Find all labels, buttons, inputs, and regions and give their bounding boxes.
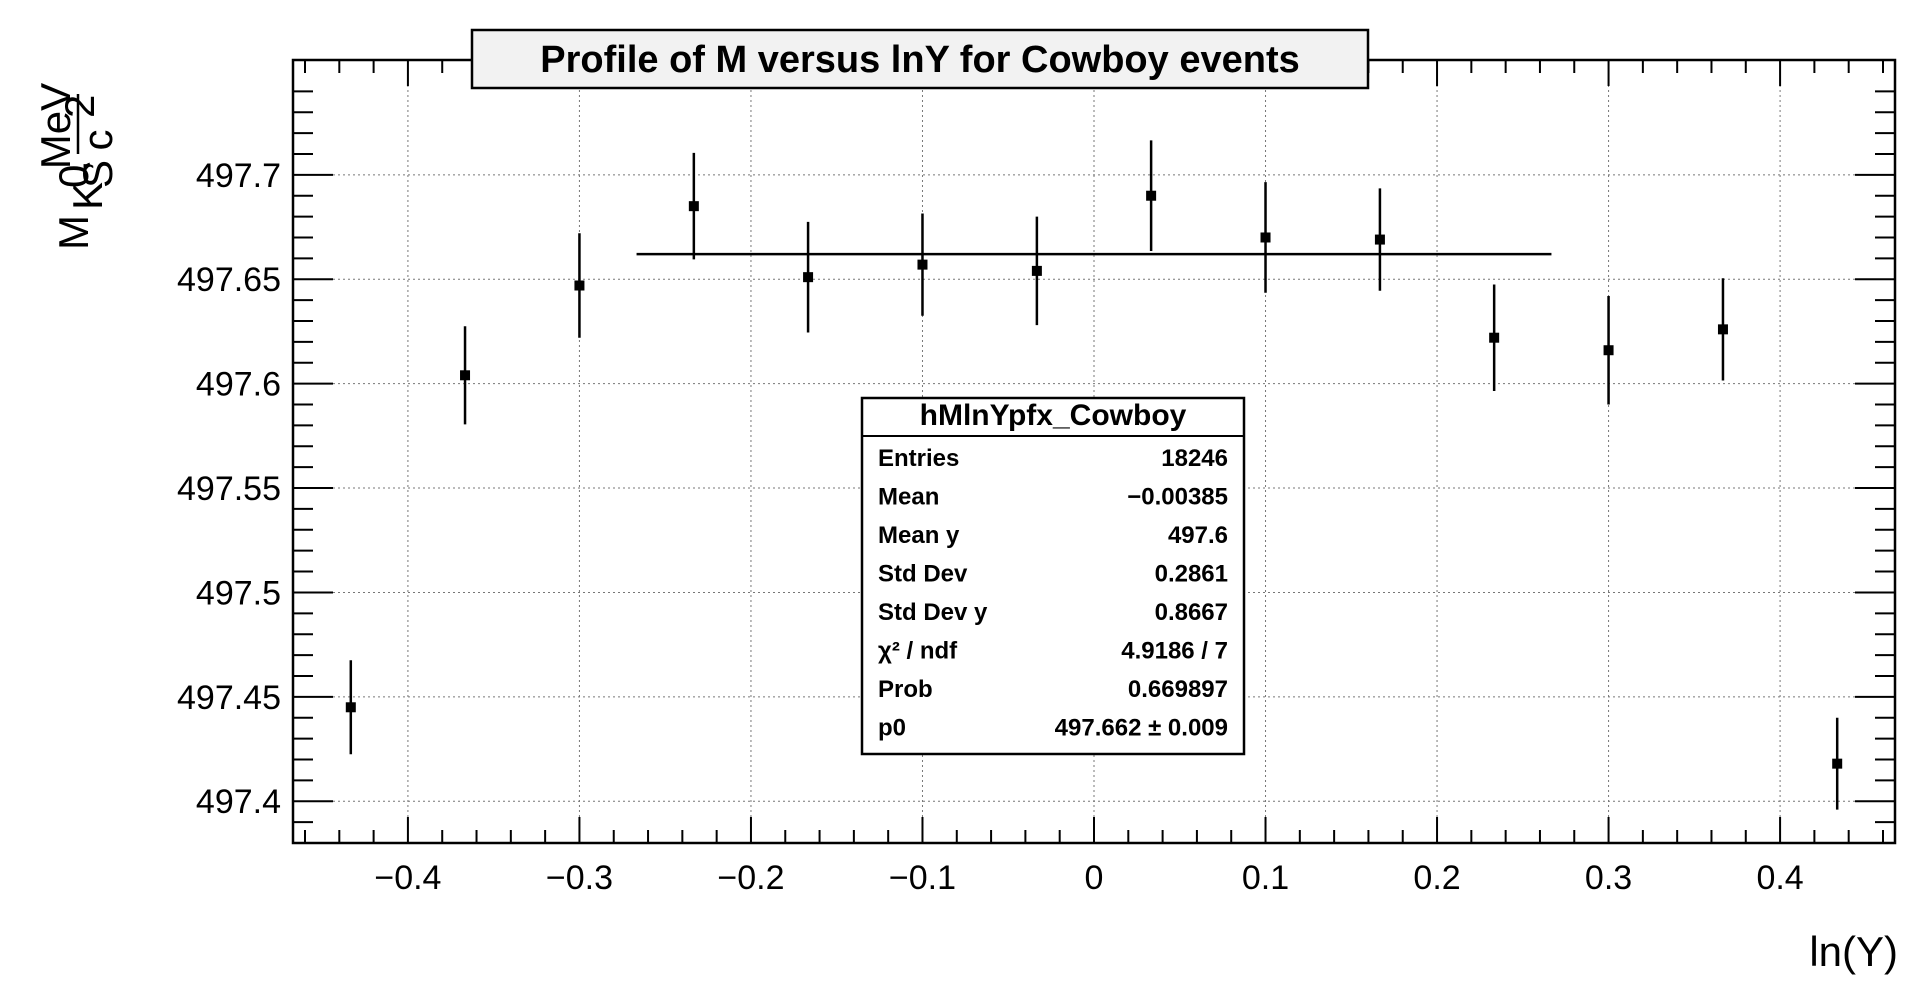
y-tick-label: 497.5 bbox=[196, 574, 281, 612]
stats-row-value: 0.669897 bbox=[1128, 676, 1228, 703]
point-marker bbox=[1031, 265, 1042, 276]
x-tick-label: 0.3 bbox=[1585, 859, 1632, 897]
stats-row-label: Std Dev bbox=[878, 561, 968, 588]
y-tick-label: 497.4 bbox=[196, 783, 281, 821]
point-marker bbox=[917, 259, 928, 270]
point-marker bbox=[803, 272, 814, 283]
point-marker bbox=[1603, 345, 1614, 356]
y-axis-title-sub-sup: 0 bbox=[50, 165, 97, 188]
stats-box-title: hMlnYpfx_Cowboy bbox=[920, 399, 1187, 432]
data-point bbox=[574, 233, 585, 338]
y-axis-unit-denominator: c bbox=[74, 130, 121, 151]
data-point bbox=[1374, 188, 1385, 291]
data-point bbox=[1260, 182, 1271, 293]
y-tick-label: 497.7 bbox=[196, 157, 281, 195]
x-tick-label: −0.4 bbox=[374, 859, 441, 897]
stats-box-rows: Entries 18246 Mean −0.00385 Mean y 497.6 Std D… bbox=[878, 445, 1228, 742]
y-axis-title-separator: , bbox=[50, 160, 97, 172]
y-axis-title-sub: K bbox=[64, 182, 111, 210]
stats-box-background bbox=[860, 396, 1246, 756]
stats-row-value: 497.662 ± 0.009 bbox=[1055, 715, 1228, 742]
point-marker bbox=[1374, 234, 1385, 245]
stats-row: Std Dev 0.2861 bbox=[878, 561, 1228, 588]
point-marker bbox=[1146, 190, 1157, 201]
stats-row: Prob 0.669897 bbox=[878, 676, 1228, 703]
stats-row-label: χ² / ndf bbox=[878, 638, 958, 665]
data-point bbox=[345, 660, 356, 755]
y-axis-title: M K 0 S , MeV c 2 bbox=[32, 83, 121, 250]
data-point bbox=[1832, 717, 1843, 810]
stats-row: Entries 18246 bbox=[878, 445, 1228, 472]
point-marker bbox=[1489, 332, 1500, 343]
stats-row: χ² / ndf 4.9186 / 7 bbox=[878, 638, 1228, 665]
y-tick-label: 497.45 bbox=[177, 679, 281, 717]
stats-row: Std Dev y 0.8667 bbox=[878, 599, 1228, 626]
stats-row: Mean −0.00385 bbox=[878, 484, 1228, 511]
y-tick-label: 497.65 bbox=[177, 261, 281, 299]
data-point bbox=[803, 221, 814, 333]
x-tick-label: −0.1 bbox=[889, 859, 956, 897]
axis-ticks: −0.4 −0.3 −0.2 −0.1 0 0.1 0.2 0.3 0.4 497.4 497.45… bbox=[177, 60, 1895, 897]
stats-row: Mean y 497.6 bbox=[878, 522, 1228, 549]
stats-row-value: 497.6 bbox=[1168, 522, 1228, 549]
y-axis-title-sub-sub: S bbox=[74, 160, 121, 188]
data-points bbox=[345, 140, 1843, 810]
stats-row-value: 18246 bbox=[1161, 445, 1228, 472]
y-tick-label: 497.6 bbox=[196, 366, 281, 404]
point-marker bbox=[460, 370, 471, 381]
point-marker bbox=[1717, 324, 1728, 335]
stats-row-value: 4.9186 / 7 bbox=[1121, 638, 1228, 665]
point-marker bbox=[1260, 232, 1271, 243]
data-point bbox=[460, 326, 471, 425]
x-axis-title: ln(Y) bbox=[1809, 928, 1898, 975]
title-box-background bbox=[470, 28, 1370, 90]
stats-row-label: p0 bbox=[878, 715, 906, 742]
stats-row-label: Entries bbox=[878, 445, 959, 472]
data-point bbox=[1146, 140, 1157, 252]
y-axis-title-main: M bbox=[50, 215, 97, 250]
data-point bbox=[1489, 284, 1500, 391]
data-point bbox=[1031, 216, 1042, 326]
x-tick-label: −0.2 bbox=[717, 859, 784, 897]
y-tick-label: 497.55 bbox=[177, 470, 281, 508]
data-point bbox=[1717, 278, 1728, 381]
x-tick-label: −0.3 bbox=[546, 859, 613, 897]
stats-row-value: 0.2861 bbox=[1155, 561, 1228, 588]
stats-row-label: Mean y bbox=[878, 522, 960, 549]
point-marker bbox=[688, 201, 699, 212]
point-marker bbox=[1832, 758, 1843, 769]
stats-row-value: −0.00385 bbox=[1127, 484, 1228, 511]
stats-row: p0 497.662 ± 0.009 bbox=[878, 715, 1228, 742]
x-tick-label: 0.2 bbox=[1413, 859, 1460, 897]
stats-row-value: 0.8667 bbox=[1155, 599, 1228, 626]
y-axis-unit-numerator: MeV bbox=[32, 83, 79, 169]
y-axis-unit-denominator-sup: 2 bbox=[56, 95, 103, 118]
data-point bbox=[917, 213, 928, 316]
x-tick-label: 0 bbox=[1085, 859, 1104, 897]
stats-row-label: Prob bbox=[878, 676, 933, 703]
data-point bbox=[688, 152, 699, 260]
point-marker bbox=[574, 280, 585, 291]
title-box: Profile of M versus lnY for Cowboy event… bbox=[470, 28, 1370, 90]
stats-row-label: Mean bbox=[878, 484, 939, 511]
point-marker bbox=[345, 702, 356, 713]
stats-row-label: Std Dev y bbox=[878, 599, 988, 626]
stats-box: hMlnYpfx_Cowboy Entries 18246 Mean −0.00385… bbox=[860, 396, 1246, 756]
chart-title: Profile of M versus lnY for Cowboy event… bbox=[540, 39, 1299, 81]
x-tick-label: 0.4 bbox=[1756, 859, 1803, 897]
data-point bbox=[1603, 295, 1614, 405]
x-tick-label: 0.1 bbox=[1242, 859, 1289, 897]
